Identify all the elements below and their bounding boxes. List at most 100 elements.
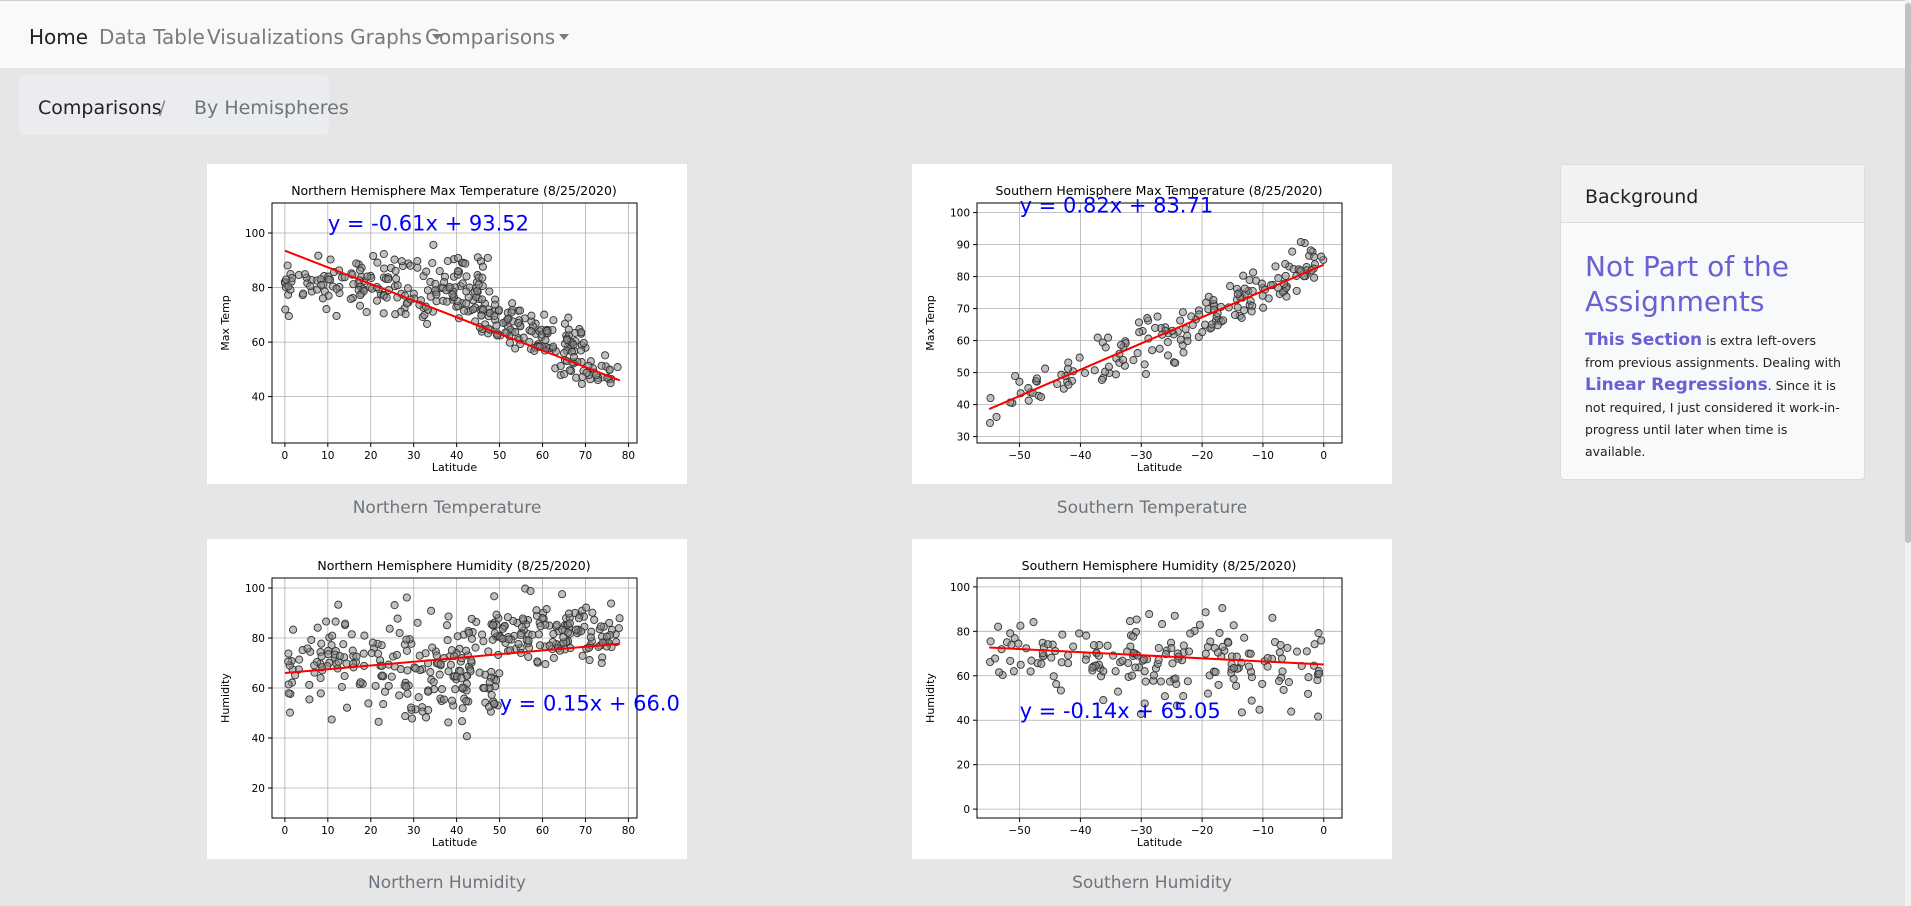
scatter-point xyxy=(601,351,610,360)
scatter-point xyxy=(379,309,388,318)
scatter-point xyxy=(536,622,545,631)
scatter-point xyxy=(444,612,453,621)
scatter-point xyxy=(285,708,295,717)
scatter-point xyxy=(578,372,587,381)
scatter-point xyxy=(542,605,551,614)
nav-visualizations-label: Visualizations Graphs xyxy=(207,25,422,49)
scatter-point xyxy=(579,338,588,347)
nav-data-table[interactable]: Data Table xyxy=(99,25,205,49)
scatter-point xyxy=(478,630,487,639)
scatter-point xyxy=(1056,686,1065,695)
scatter-point xyxy=(348,646,357,655)
scatter-point xyxy=(1041,364,1050,373)
scatter-point xyxy=(1306,246,1315,255)
scatter-point xyxy=(1151,323,1160,332)
scatter-point xyxy=(462,272,471,281)
scatter-point xyxy=(444,718,453,727)
scatter-point xyxy=(1211,667,1220,677)
x-tick-label: −20 xyxy=(1191,825,1213,837)
scatter-point xyxy=(582,603,591,612)
scatter-point xyxy=(615,614,624,623)
nav-comparisons-dropdown[interactable]: Comparisons xyxy=(425,25,570,49)
scatter-point xyxy=(1287,707,1296,716)
scatter-point xyxy=(590,615,599,624)
scatter-point xyxy=(491,300,500,309)
scatter-point xyxy=(517,623,527,632)
scatter-point xyxy=(605,365,614,374)
y-tick-label: 0 xyxy=(963,804,970,816)
background-text-part2: . Since it is not required, I just consi… xyxy=(1585,378,1840,459)
scatter-point xyxy=(284,282,293,291)
scatter-point xyxy=(597,361,606,370)
scatter-point xyxy=(516,306,525,315)
breadcrumb: Comparisons / By Hemispheres xyxy=(19,75,349,135)
scatter-point xyxy=(318,294,327,303)
scatter-point xyxy=(401,712,410,721)
scatter-point xyxy=(1125,617,1135,626)
regression-line xyxy=(284,249,621,382)
y-tick-label: 100 xyxy=(950,208,970,220)
scatter-point xyxy=(569,340,578,349)
y-tick-label: 40 xyxy=(252,733,265,745)
scatter-point xyxy=(346,294,355,304)
scatter-point xyxy=(1011,371,1020,381)
scatter-point xyxy=(479,637,488,646)
x-tick-label: −10 xyxy=(1252,450,1274,462)
scatter-point xyxy=(1268,613,1277,622)
breadcrumb-comparisons[interactable]: Comparisons xyxy=(38,97,162,119)
regression-equation: y = -0.14x + 65.05 xyxy=(1020,699,1221,723)
scatter-point xyxy=(492,610,501,619)
chevron-down-icon xyxy=(559,34,570,40)
nav-home[interactable]: Home xyxy=(29,25,89,49)
scatter-point xyxy=(462,732,471,741)
scatter-point xyxy=(1279,685,1288,694)
background-card-title: Not Part of the Assignments xyxy=(1585,250,1789,318)
scatter-point xyxy=(342,659,351,668)
scatter-point xyxy=(588,608,597,617)
scatter-point xyxy=(1249,268,1258,277)
top-navbar: Home Data Table Visualizations Graphs Co… xyxy=(0,0,1905,69)
scatter-point xyxy=(458,704,467,713)
scatter-point xyxy=(339,640,348,649)
scatter-point xyxy=(985,418,995,428)
scatter-point xyxy=(564,313,573,322)
scatter-point xyxy=(576,346,586,355)
scatter-point xyxy=(1206,637,1215,646)
scrollbar-thumb[interactable] xyxy=(1905,3,1911,543)
scatter-point xyxy=(1136,709,1146,718)
nav-visualizations-dropdown[interactable]: Visualizations Graphs xyxy=(207,25,442,49)
x-tick-label: 10 xyxy=(321,825,334,837)
scatter-point xyxy=(602,632,611,641)
scatter-point xyxy=(1178,308,1187,317)
scatter-point xyxy=(1163,338,1172,347)
scatter-point xyxy=(355,301,365,310)
scatter-point xyxy=(572,625,581,634)
scatter-point xyxy=(560,319,569,328)
scatter-point xyxy=(474,280,483,289)
x-tick-label: 40 xyxy=(450,825,463,837)
scatter-point xyxy=(535,641,545,650)
scatter-point xyxy=(1276,640,1285,650)
scatter-point xyxy=(1143,314,1152,323)
scatter-point xyxy=(469,305,478,314)
scatter-point xyxy=(516,630,525,640)
scatter-point xyxy=(578,651,587,660)
scatter-point xyxy=(1246,649,1255,658)
scatter-point xyxy=(1089,641,1098,650)
plot-frame xyxy=(976,202,1343,444)
scatter-point xyxy=(565,619,574,628)
scatter-point xyxy=(1259,303,1268,312)
scatter-point xyxy=(541,336,550,345)
northern-temperature-plot: Northern Hemisphere Max Temperature (8/2… xyxy=(207,164,687,484)
scatter-point xyxy=(464,293,473,302)
scatter-point xyxy=(1304,689,1313,698)
scatter-point xyxy=(503,315,512,324)
scatter-point xyxy=(574,614,583,623)
scatter-point xyxy=(1255,705,1264,714)
scatter-point xyxy=(442,621,452,630)
caption-southern-humidity: Southern Humidity xyxy=(1072,873,1232,893)
regression-line xyxy=(989,646,1324,666)
scatter-point xyxy=(284,312,293,321)
scatter-point xyxy=(317,652,326,661)
scatter-point xyxy=(607,599,616,608)
